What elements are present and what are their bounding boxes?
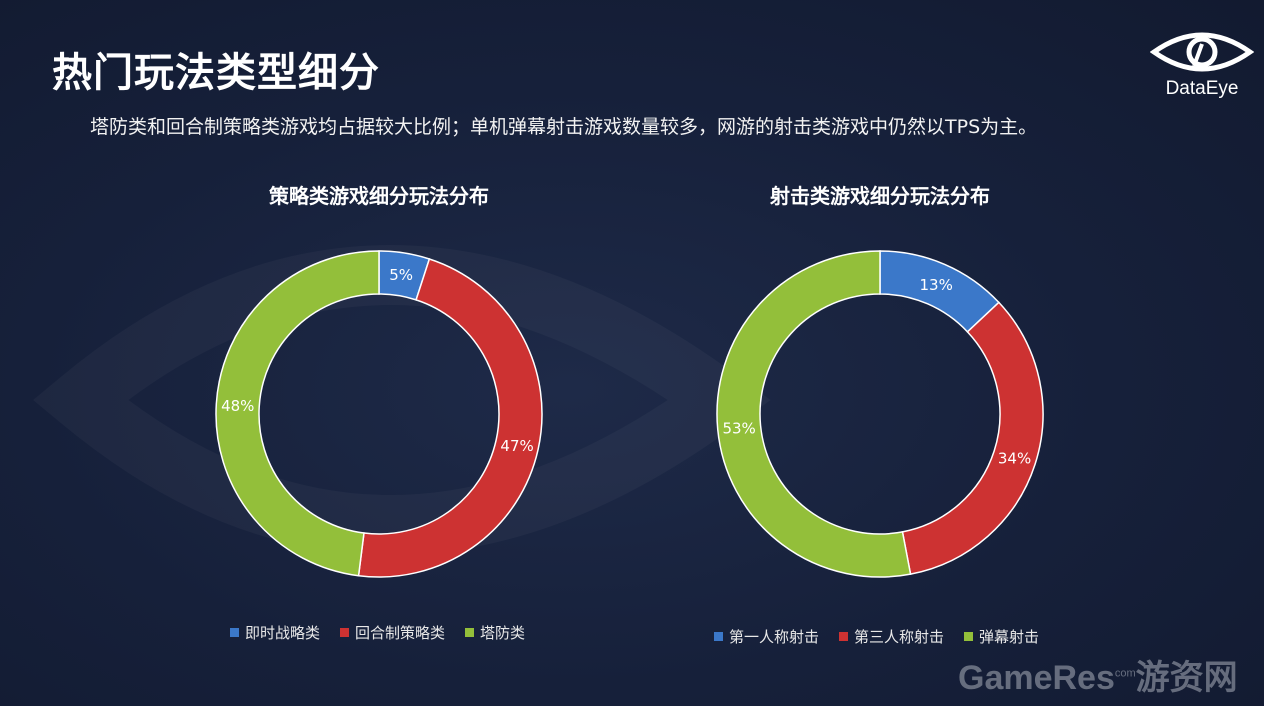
chart-2-legend: 第一人称射击 第三人称射击 弹幕射击 xyxy=(714,626,1039,647)
logo-text: DataEye xyxy=(1165,78,1239,99)
legend-item: 即时战略类 xyxy=(230,622,320,643)
page-title: 热门玩法类型细分 xyxy=(52,50,380,96)
donut-slice-塔防类 xyxy=(215,250,380,577)
legend-item: 弹幕射击 xyxy=(964,626,1039,647)
donut-slice-第三人称射击 xyxy=(901,301,1044,575)
legend-item: 第三人称射击 xyxy=(839,626,944,647)
legend-item: 第一人称射击 xyxy=(714,626,819,647)
donut-data-label: 5% xyxy=(389,266,413,284)
chart-1-donut: 5% 47% 48% xyxy=(215,250,543,578)
legend-label: 第一人称射击 xyxy=(729,628,820,646)
gameres-watermark: GameRescom游资网 xyxy=(958,650,1238,699)
legend-label: 回合制策略类 xyxy=(355,624,446,642)
legend-swatch-green xyxy=(465,628,475,637)
watermark-cn: 游资网 xyxy=(1135,659,1238,697)
eye-icon xyxy=(1149,32,1255,72)
legend-label: 第三人称射击 xyxy=(854,628,945,646)
chart-1-legend: 即时战略类 回合制策略类 塔防类 xyxy=(230,622,525,643)
page-subtitle: 塔防类和回合制策略类游戏均占据较大比例；单机弹幕射击游戏数量较多，网游的射击类游… xyxy=(90,116,1038,138)
legend-label: 弹幕射击 xyxy=(979,628,1040,646)
donut-slice-弹幕射击 xyxy=(716,250,912,578)
legend-item: 回合制策略类 xyxy=(340,622,445,643)
legend-swatch-green xyxy=(964,632,974,641)
legend-swatch-red xyxy=(839,632,849,641)
chart-2-title: 射击类游戏细分玩法分布 xyxy=(770,184,990,208)
legend-swatch-blue xyxy=(230,628,239,637)
legend-swatch-red xyxy=(340,628,350,637)
watermark-com: com xyxy=(1114,667,1136,680)
legend-label: 即时战略类 xyxy=(245,624,321,642)
donut-data-label: 53% xyxy=(722,419,755,437)
chart-2-donut: 13% 34% 53% xyxy=(716,250,1044,578)
donut-data-label: 48% xyxy=(221,397,254,415)
dataeye-logo: DataEye xyxy=(1149,26,1255,106)
watermark-main: GameRes xyxy=(958,659,1115,697)
legend-item: 塔防类 xyxy=(465,622,525,643)
donut-slice-回合制策略类 xyxy=(357,258,543,578)
donut-data-label: 34% xyxy=(998,450,1031,468)
donut-data-label: 13% xyxy=(920,276,953,294)
chart-1-title: 策略类游戏细分玩法分布 xyxy=(269,184,489,208)
legend-label: 塔防类 xyxy=(480,624,526,642)
legend-swatch-blue xyxy=(714,632,723,641)
donut-data-label: 47% xyxy=(500,437,533,455)
